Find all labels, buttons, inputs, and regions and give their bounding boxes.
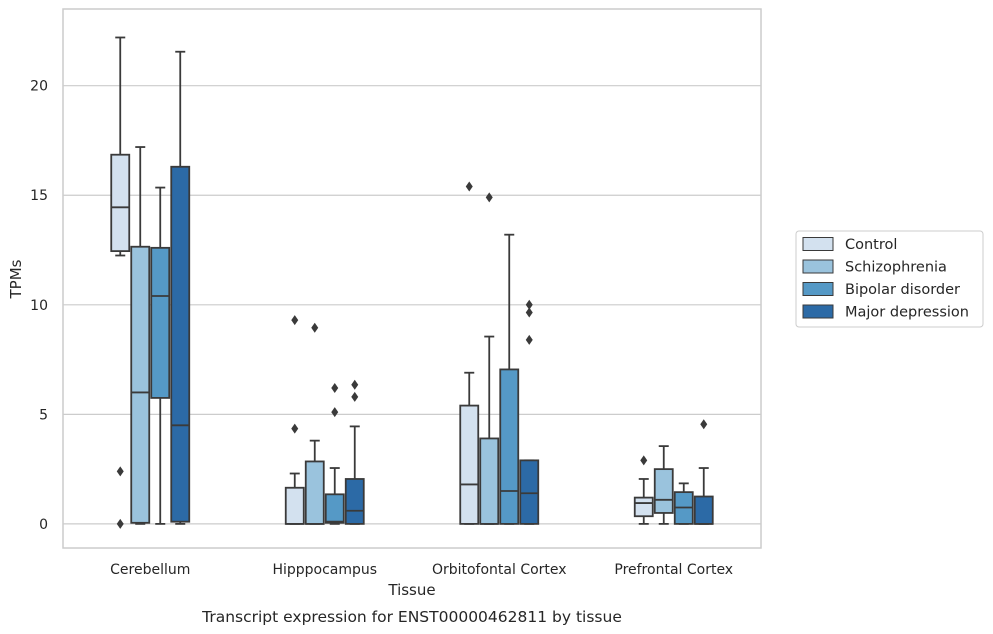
box-body <box>324 493 345 524</box>
outlier-point <box>331 407 339 418</box>
x-axis-label: Tissue <box>387 581 435 599</box>
box-body <box>344 478 365 525</box>
outlier-point <box>351 379 359 390</box>
box-body <box>693 495 714 525</box>
box-1-3 <box>653 445 674 525</box>
box-body <box>150 246 171 399</box>
y-tick-label: 0 <box>39 517 48 533</box>
box-body <box>304 460 325 525</box>
legend: Control Schizophrenia Bipolar disorder Majo… <box>795 230 984 328</box>
box-body <box>499 368 520 525</box>
y-tick-label: 15 <box>30 188 48 204</box>
y-tick-label: 5 <box>39 407 48 423</box>
box-body <box>459 404 480 525</box>
box-body <box>284 486 305 525</box>
outlier-point <box>116 466 124 477</box>
legend-frame <box>795 230 984 328</box>
outlier-point <box>311 322 319 333</box>
outlier-point <box>640 455 648 466</box>
box-0-1 <box>284 315 305 525</box>
outlier-point <box>331 383 339 394</box>
box-body <box>519 459 540 525</box>
outlier-point <box>700 419 708 430</box>
x-tick-label: Cerebellum <box>110 562 190 578</box>
outlier-point <box>525 334 533 345</box>
box-2-0 <box>150 186 171 525</box>
legend-label: Control <box>845 237 897 253</box>
box-3-0 <box>170 50 191 525</box>
box-3-2 <box>519 299 540 525</box>
y-axis-label: TPMs <box>7 259 25 299</box>
box-0-0 <box>110 36 131 529</box>
x-tick-label: Hipppocampus <box>272 562 377 578</box>
outlier-point <box>116 518 124 529</box>
box-body <box>653 468 674 514</box>
outlier-point <box>291 315 299 326</box>
chart-caption: Transcript expression for ENST0000046281… <box>201 608 622 626</box>
outlier-point <box>525 307 533 318</box>
box-body <box>633 496 654 518</box>
x-tick-label: Orbitofontal Cortex <box>432 562 567 578</box>
box-1-1 <box>304 322 325 525</box>
box-2-2 <box>499 233 520 525</box>
plot-frame <box>62 8 762 549</box>
box-3-3 <box>693 419 714 525</box>
outlier-point <box>351 391 359 402</box>
box-2-3 <box>673 482 694 525</box>
y-tick-label: 10 <box>30 298 48 314</box>
box-series <box>110 36 714 529</box>
legend-label: Major depression <box>845 305 969 321</box>
x-tick-label: Prefrontal Cortex <box>614 562 733 578</box>
outlier-point <box>485 192 493 203</box>
box-body <box>479 437 500 525</box>
box-1-2 <box>479 192 500 525</box>
legend-swatch <box>802 304 834 319</box>
box-body <box>110 153 131 253</box>
legend-swatch <box>802 282 834 296</box>
box-1-0 <box>130 146 151 525</box>
legend-label: Bipolar disorder <box>845 282 960 298</box>
box-0-2 <box>459 181 480 525</box>
box-body <box>170 165 191 523</box>
outlier-point <box>291 423 299 434</box>
legend-swatch <box>802 237 834 251</box>
box-2-1 <box>324 383 345 525</box>
legend-label: Schizophrenia <box>845 260 947 276</box>
box-3-1 <box>344 379 365 525</box>
box-body <box>130 245 151 524</box>
box-0-3 <box>633 455 654 525</box>
outlier-point <box>465 181 473 192</box>
tick-labels: 0 5 10 15 20 Cerebellum Hipppocampus Orbitofont… <box>30 79 733 578</box>
legend-swatch <box>802 259 834 274</box>
y-tick-label: 20 <box>30 79 48 95</box>
outlier-point <box>525 299 533 310</box>
